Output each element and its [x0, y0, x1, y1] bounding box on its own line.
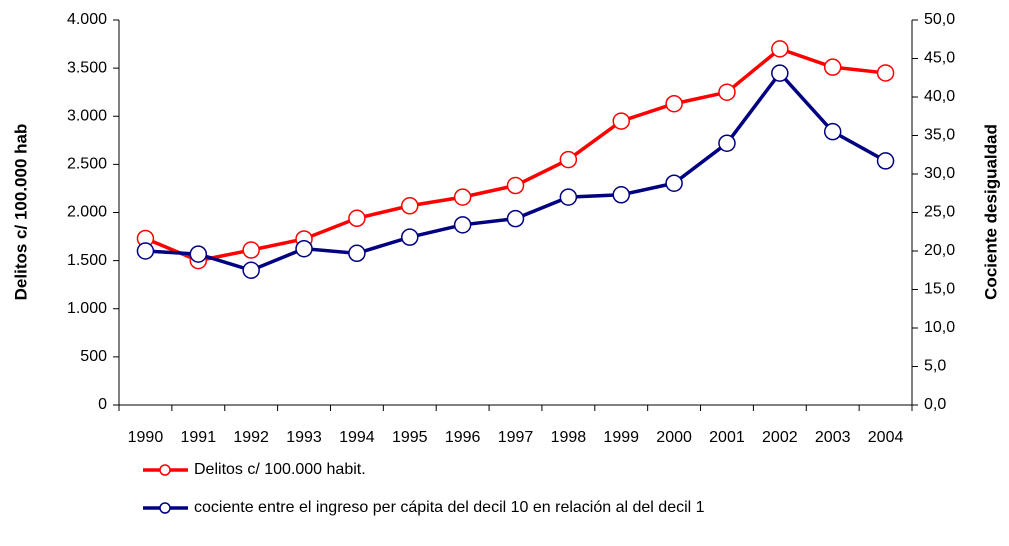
legend-label: Delitos c/ 100.000 habit. — [194, 461, 366, 478]
x-tick-label: 1997 — [498, 429, 534, 446]
point — [823, 122, 842, 141]
y-tick-label: 4.000 — [67, 11, 107, 28]
point — [718, 83, 736, 101]
point — [453, 188, 472, 206]
point — [401, 197, 419, 215]
point — [242, 241, 260, 259]
x-tick-label: 2001 — [709, 429, 745, 446]
y-tick-label: 3.500 — [67, 59, 107, 76]
point — [876, 152, 895, 170]
x-tick-label: 1999 — [603, 429, 639, 446]
y-tick-label: 1.500 — [67, 252, 107, 269]
series-line — [145, 70, 887, 273]
point — [453, 216, 472, 234]
legend-marker — [159, 502, 171, 514]
x-tick-label: 2004 — [868, 429, 904, 446]
y2-tick-label: 0,0 — [924, 396, 946, 413]
y2-tick-label: 50,0 — [924, 11, 955, 28]
legend-marker — [159, 464, 171, 476]
y2-tick-label: 25,0 — [924, 204, 955, 221]
point — [401, 228, 419, 246]
y2-tick-label: 5,0 — [924, 358, 946, 375]
point — [876, 64, 895, 82]
point — [295, 239, 313, 258]
point — [506, 209, 525, 228]
point — [771, 64, 789, 82]
point — [559, 150, 578, 169]
x-tick-label: 1996 — [445, 429, 481, 446]
point — [559, 188, 578, 206]
point — [612, 186, 630, 204]
x-tick-label: 2002 — [762, 429, 798, 446]
point — [506, 176, 525, 195]
y2-tick-label: 15,0 — [924, 281, 955, 298]
point — [665, 174, 683, 192]
y2-tick-label: 40,0 — [924, 88, 955, 105]
x-tick-label: 1995 — [392, 429, 428, 446]
point — [348, 209, 366, 228]
x-tick-label: 1992 — [233, 429, 269, 446]
point — [136, 242, 155, 260]
y-tick-label: 2.500 — [67, 156, 107, 173]
y-tick-label: 500 — [80, 348, 107, 365]
point — [771, 40, 789, 58]
y2-tick-label: 35,0 — [924, 127, 955, 144]
x-tick-label: 2003 — [815, 429, 851, 446]
y2-tick-label: 10,0 — [924, 319, 955, 336]
point — [348, 244, 366, 263]
y2-tick-label: 45,0 — [924, 50, 955, 67]
point — [612, 112, 630, 130]
point — [189, 245, 208, 263]
x-tick-label: 1994 — [339, 429, 375, 446]
point — [823, 58, 842, 76]
y2-tick-label: 30,0 — [924, 165, 955, 182]
y2-axis-title: Cociente desigualdad — [981, 124, 1000, 300]
point — [665, 94, 683, 113]
x-tick-label: 1998 — [551, 429, 587, 446]
x-tick-label: 2000 — [656, 429, 692, 446]
y2-tick-label: 20,0 — [924, 242, 955, 259]
x-tick-label: 1993 — [286, 429, 322, 446]
y-tick-label: 2.000 — [67, 204, 107, 221]
point — [718, 134, 736, 152]
x-tick-label: 1991 — [181, 429, 217, 446]
y-axis-title: Delitos c/ 100.000 hab — [11, 124, 30, 301]
point — [242, 261, 260, 279]
x-tick-label: 1990 — [128, 429, 164, 446]
y-tick-label: 0 — [98, 396, 107, 413]
legend-label: cociente entre el ingreso per cápita del… — [194, 499, 705, 516]
y-tick-label: 1.000 — [67, 300, 107, 317]
y-tick-label: 3.000 — [67, 107, 107, 124]
